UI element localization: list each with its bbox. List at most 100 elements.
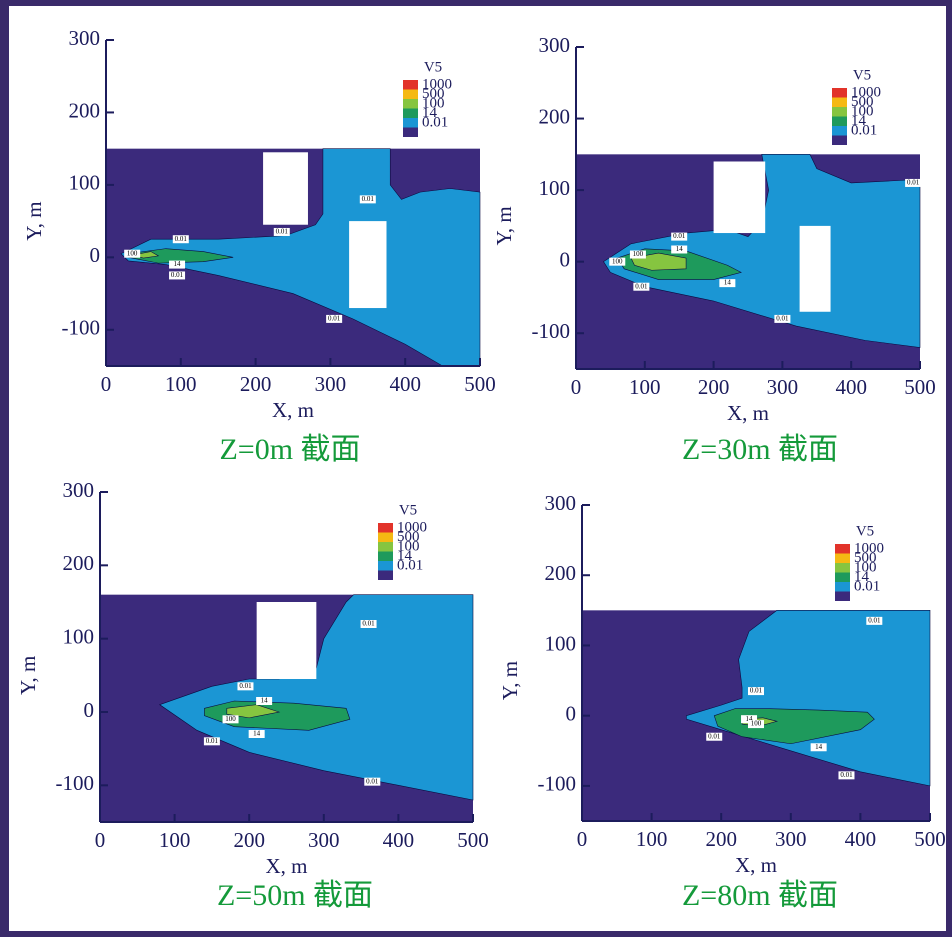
x-tick-label: 500 <box>904 375 936 399</box>
x-tick-label: 400 <box>835 375 867 399</box>
y-tick-label: 100 <box>545 631 577 655</box>
y-tick-label: 200 <box>539 104 571 128</box>
panel-title: Z=50m 截面 <box>217 879 373 912</box>
contour-label-box <box>172 235 189 244</box>
legend-swatch <box>835 582 850 592</box>
y-axis-label: Y, m <box>16 656 40 695</box>
contour-label: 14 <box>746 715 754 723</box>
contour-label-box <box>629 250 646 259</box>
legend-swatch <box>832 135 847 145</box>
contour-label-box <box>237 682 254 691</box>
panel-title: Z=0m 截面 <box>219 433 360 466</box>
legend-swatch <box>378 532 393 542</box>
legend-label: 500 <box>422 86 445 102</box>
contour-label: 14 <box>724 279 732 287</box>
x-tick-label: 0 <box>95 828 106 852</box>
contour-label: 0.01 <box>171 271 184 279</box>
legend-swatch <box>835 572 850 582</box>
x-tick-label: 300 <box>767 375 799 399</box>
contour-label-box <box>203 737 220 746</box>
x-tick-label: 300 <box>315 372 347 396</box>
contour-label-box <box>748 720 764 729</box>
x-tick-label: 100 <box>165 372 197 396</box>
y-tick-label: 300 <box>63 478 95 502</box>
contour-label: 14 <box>815 743 823 751</box>
y-tick-label: 0 <box>84 698 95 722</box>
legend-swatch <box>403 127 418 137</box>
x-tick-label: 200 <box>240 372 272 396</box>
contour-label-box <box>838 771 855 780</box>
x-tick-label: 400 <box>383 828 415 852</box>
legend-label: 1000 <box>397 519 427 535</box>
contour-label-box <box>273 227 290 236</box>
contour-label-box <box>905 178 922 187</box>
legend-swatch <box>835 553 850 563</box>
legend-swatch <box>832 126 847 136</box>
contour-label: 0.01 <box>708 732 721 740</box>
contour-label: 100 <box>633 250 644 258</box>
contour-label: 0.01 <box>673 232 686 240</box>
contour-label-box <box>671 245 688 254</box>
x-tick-label: 300 <box>775 827 807 851</box>
panel-title: Z=30m 截面 <box>682 433 838 466</box>
x-tick-label: 0 <box>577 827 588 851</box>
legend-swatch <box>378 561 393 571</box>
contour-label-box <box>169 260 186 269</box>
contour-label-box <box>124 249 141 258</box>
contour-region <box>128 248 234 264</box>
contour-label-box <box>248 730 265 738</box>
contour-label: 100 <box>225 715 236 723</box>
x-tick-label: 100 <box>629 375 661 399</box>
contour-label-box <box>671 232 688 241</box>
x-tick-label: 500 <box>457 828 489 852</box>
legend-swatch <box>832 116 847 126</box>
contour-label: 100 <box>612 257 623 265</box>
legend-swatch <box>832 107 847 117</box>
legend-swatch <box>835 591 850 601</box>
contour-label-box <box>866 616 883 625</box>
contour-label: 0.01 <box>206 737 219 745</box>
contour-label: 0.01 <box>362 620 375 628</box>
contour-label: 14 <box>261 697 269 705</box>
y-tick-label: -100 <box>62 316 101 340</box>
x-tick-label: 500 <box>464 372 496 396</box>
contour-label-box <box>810 743 827 752</box>
x-axis-label: X, m <box>727 401 769 425</box>
x-tick-label: 0 <box>571 375 582 399</box>
contour-label: 14 <box>174 260 182 268</box>
x-tick-label: 200 <box>233 828 265 852</box>
contour-label: 0.01 <box>907 179 920 187</box>
legend-label: 500 <box>851 94 874 110</box>
contour-label-box <box>719 279 736 288</box>
y-tick-label: 0 <box>566 701 577 725</box>
contour-label-box <box>706 732 723 741</box>
x-tick-label: 0 <box>101 372 112 396</box>
legend-label: 14 <box>851 113 867 129</box>
legend-swatch <box>835 563 850 573</box>
legend-label: 100 <box>851 103 874 119</box>
legend-label: 1000 <box>854 540 884 556</box>
x-tick-label: 200 <box>698 375 730 399</box>
x-tick-label: 100 <box>159 828 191 852</box>
y-axis-label: Y, m <box>492 206 516 245</box>
legend-title: V5 <box>424 59 442 75</box>
y-tick-label: -100 <box>532 319 571 343</box>
y-tick-label: 200 <box>63 551 95 575</box>
x-tick-label: 500 <box>914 827 946 851</box>
legend-label: 14 <box>854 569 870 585</box>
x-axis-label: X, m <box>735 853 777 877</box>
legend-swatch <box>403 80 418 90</box>
contour-label-box <box>748 687 764 696</box>
y-tick-label: -100 <box>538 772 577 796</box>
y-axis-label: Y, m <box>498 661 522 700</box>
legend-label: 0.01 <box>422 114 448 130</box>
contour-label: 14 <box>253 730 261 738</box>
legend-swatch <box>378 542 393 552</box>
legend-label: 0.01 <box>851 122 877 138</box>
legend-title: V5 <box>853 67 871 83</box>
legend-title: V5 <box>856 523 874 539</box>
contour-label: 100 <box>751 720 762 728</box>
contour-label: 0.01 <box>776 315 789 323</box>
contour-label-box <box>364 777 381 786</box>
contour-region <box>686 610 931 787</box>
